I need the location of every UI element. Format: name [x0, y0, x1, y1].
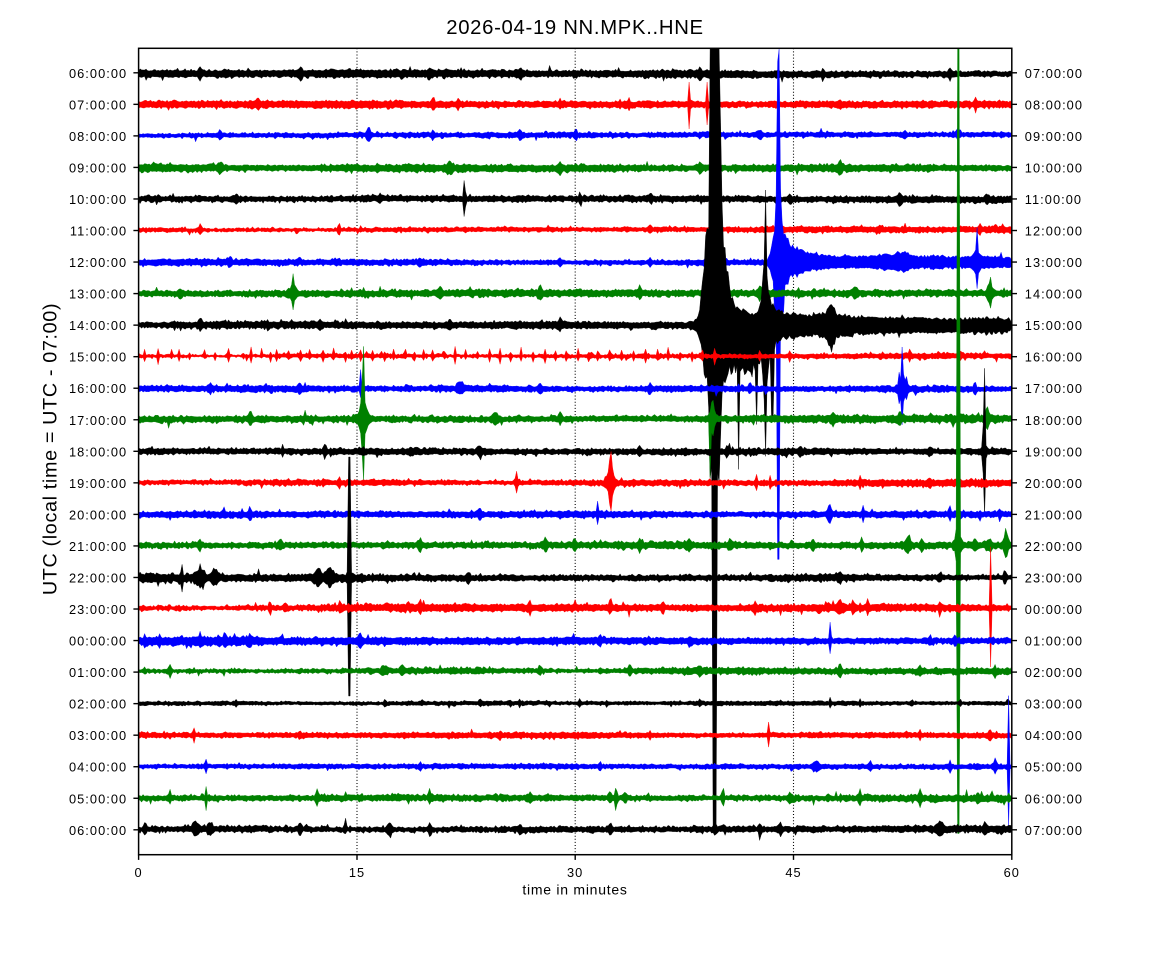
svg-text:20:00:00: 20:00:00: [69, 507, 127, 522]
svg-text:07:00:00: 07:00:00: [1025, 823, 1083, 838]
svg-text:time in minutes: time in minutes: [522, 882, 627, 898]
svg-text:16:00:00: 16:00:00: [69, 381, 127, 396]
svg-text:19:00:00: 19:00:00: [69, 476, 127, 491]
svg-text:19:00:00: 19:00:00: [1025, 444, 1083, 459]
svg-text:15:00:00: 15:00:00: [1025, 318, 1083, 333]
svg-text:21:00:00: 21:00:00: [69, 539, 127, 554]
svg-text:07:00:00: 07:00:00: [1025, 66, 1083, 81]
svg-text:02:00:00: 02:00:00: [1025, 665, 1083, 680]
svg-text:00:00:00: 00:00:00: [69, 634, 127, 649]
svg-text:18:00:00: 18:00:00: [69, 444, 127, 459]
svg-text:16:00:00: 16:00:00: [1025, 350, 1083, 365]
svg-text:15: 15: [349, 865, 365, 880]
svg-text:17:00:00: 17:00:00: [69, 413, 127, 428]
svg-text:10:00:00: 10:00:00: [69, 192, 127, 207]
svg-text:07:00:00: 07:00:00: [69, 97, 127, 112]
svg-text:03:00:00: 03:00:00: [1025, 697, 1083, 712]
svg-text:12:00:00: 12:00:00: [1025, 224, 1083, 239]
svg-text:06:00:00: 06:00:00: [1025, 791, 1083, 806]
svg-text:2026-04-19 NN.MPK..HNE: 2026-04-19 NN.MPK..HNE: [446, 17, 704, 39]
svg-text:45: 45: [785, 865, 801, 880]
svg-text:14:00:00: 14:00:00: [1025, 287, 1083, 302]
svg-text:13:00:00: 13:00:00: [69, 287, 127, 302]
svg-text:04:00:00: 04:00:00: [69, 760, 127, 775]
svg-text:22:00:00: 22:00:00: [69, 571, 127, 586]
svg-text:09:00:00: 09:00:00: [1025, 129, 1083, 144]
svg-text:0: 0: [135, 865, 143, 880]
svg-text:08:00:00: 08:00:00: [69, 129, 127, 144]
svg-text:22:00:00: 22:00:00: [1025, 539, 1083, 554]
svg-text:23:00:00: 23:00:00: [69, 602, 127, 617]
svg-text:03:00:00: 03:00:00: [69, 728, 127, 743]
svg-text:14:00:00: 14:00:00: [69, 318, 127, 333]
svg-text:02:00:00: 02:00:00: [69, 697, 127, 712]
svg-text:UTC (local time = UTC - 07:00): UTC (local time = UTC - 07:00): [39, 303, 61, 595]
svg-text:05:00:00: 05:00:00: [1025, 760, 1083, 775]
svg-text:08:00:00: 08:00:00: [1025, 97, 1083, 112]
svg-text:10:00:00: 10:00:00: [1025, 160, 1083, 175]
svg-text:13:00:00: 13:00:00: [1025, 255, 1083, 270]
svg-text:60: 60: [1004, 865, 1020, 880]
svg-text:21:00:00: 21:00:00: [1025, 507, 1083, 522]
svg-text:18:00:00: 18:00:00: [1025, 413, 1083, 428]
svg-text:01:00:00: 01:00:00: [1025, 634, 1083, 649]
svg-text:09:00:00: 09:00:00: [69, 160, 127, 175]
svg-text:06:00:00: 06:00:00: [69, 823, 127, 838]
svg-text:11:00:00: 11:00:00: [1025, 192, 1082, 207]
svg-text:00:00:00: 00:00:00: [1025, 602, 1083, 617]
svg-text:05:00:00: 05:00:00: [69, 791, 127, 806]
svg-text:11:00:00: 11:00:00: [70, 224, 127, 239]
svg-text:01:00:00: 01:00:00: [69, 665, 127, 680]
svg-text:30: 30: [567, 865, 583, 880]
svg-text:12:00:00: 12:00:00: [69, 255, 127, 270]
svg-text:20:00:00: 20:00:00: [1025, 476, 1083, 491]
svg-text:04:00:00: 04:00:00: [1025, 728, 1083, 743]
svg-text:23:00:00: 23:00:00: [1025, 571, 1083, 586]
svg-text:06:00:00: 06:00:00: [69, 66, 127, 81]
svg-text:15:00:00: 15:00:00: [69, 350, 127, 365]
svg-text:17:00:00: 17:00:00: [1025, 381, 1083, 396]
